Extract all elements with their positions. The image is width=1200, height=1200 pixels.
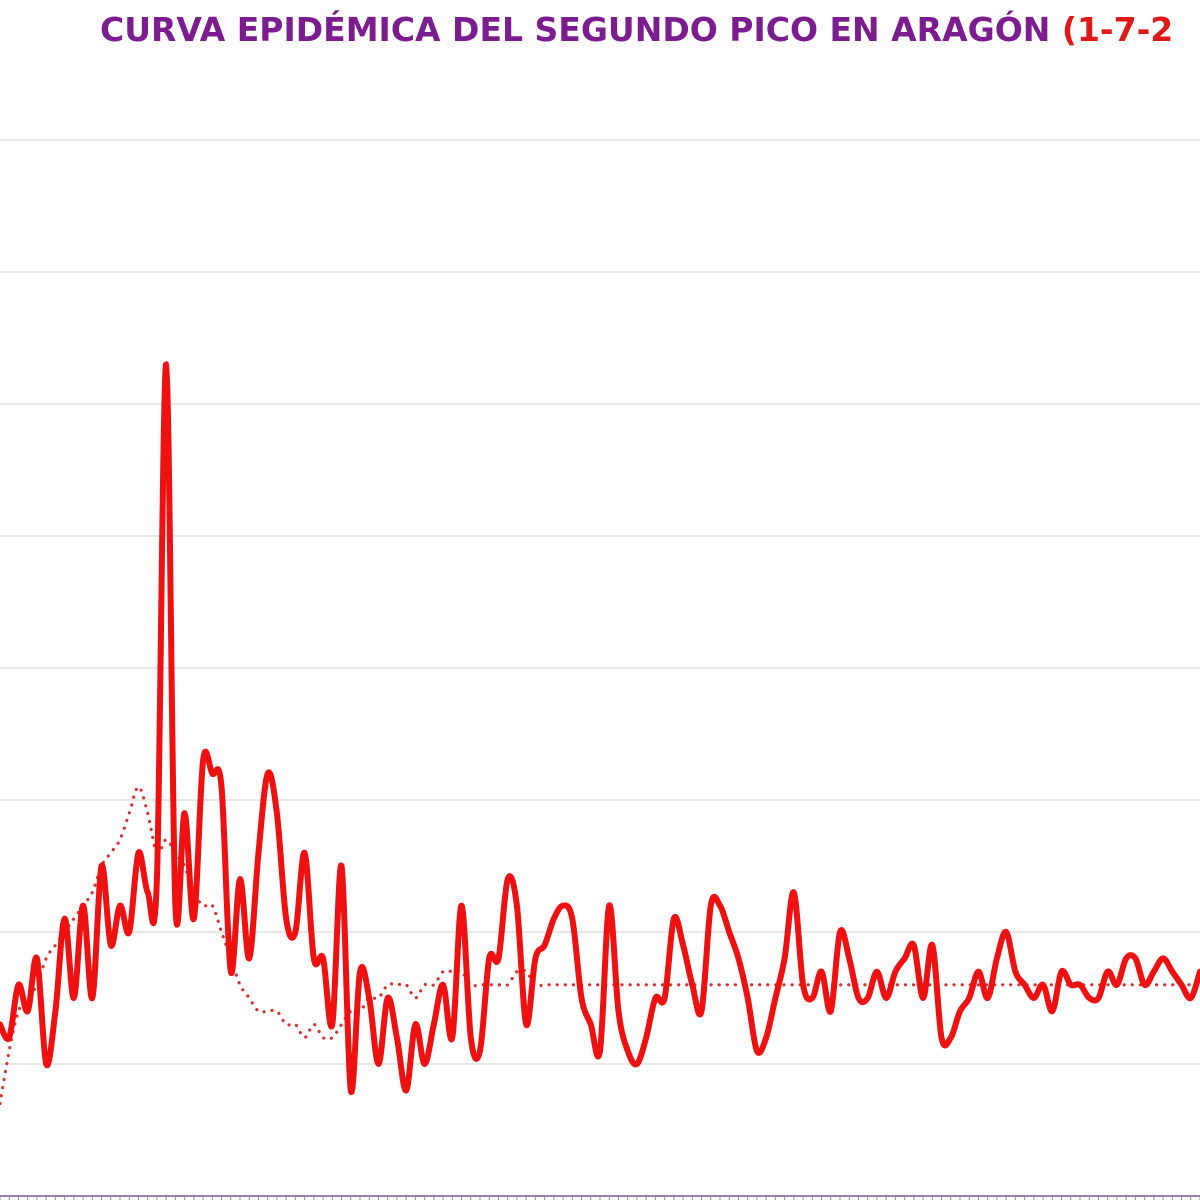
series-line-daily-solid xyxy=(0,361,1200,1096)
series-line-trend-dotted xyxy=(0,785,1200,1106)
chart-title-date-range: (1-7-2 xyxy=(1061,10,1174,49)
chart-title: CURVA EPIDÉMICA DEL SEGUNDO PICO EN ARAG… xyxy=(100,10,1173,49)
chart-title-main: CURVA EPIDÉMICA DEL SEGUNDO PICO EN ARAG… xyxy=(100,10,1062,49)
x-axis xyxy=(0,1195,1200,1200)
grid-lines xyxy=(0,139,1200,1065)
series-layer xyxy=(0,361,1200,1106)
